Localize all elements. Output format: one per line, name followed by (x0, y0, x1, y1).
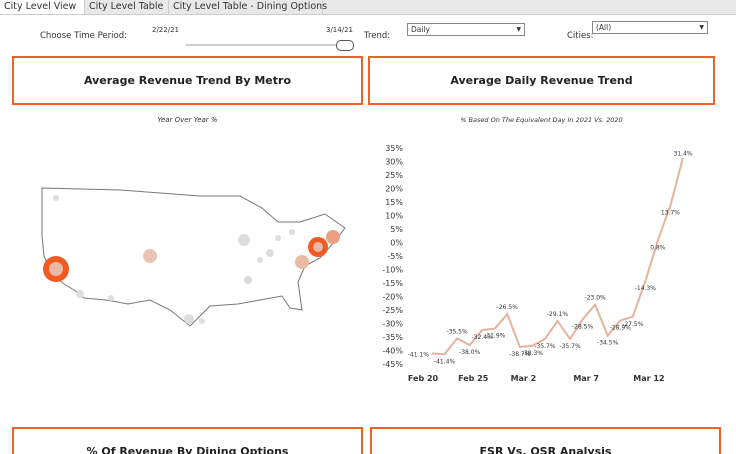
data-label: -38.0% (459, 349, 481, 356)
y-tick-label: -40% (382, 347, 403, 356)
metro-marker (108, 295, 114, 301)
x-tick-label: Mar 7 (573, 374, 599, 383)
panel-title: FSR Vs. QSR Analysis (370, 427, 721, 454)
chart-subtitle: % Based On The Equivalent Day In 2021 Vs… (460, 116, 623, 124)
dropdown-value: Daily (411, 25, 430, 34)
panel-title: Average Revenue Trend By Metro (12, 56, 363, 105)
data-label: -28.5% (572, 323, 594, 330)
y-tick-label: 0% (390, 239, 403, 248)
metro-marker (275, 235, 281, 241)
tab[interactable]: City Level Table - Dining Options (169, 0, 327, 14)
y-tick-label: -25% (382, 306, 403, 315)
y-tick-label: 30% (385, 158, 403, 167)
dropdown[interactable]: (All) ▼ (592, 21, 708, 34)
panel-title: % Of Revenue By Dining Options (12, 427, 363, 454)
data-label: -32.4% (472, 334, 494, 341)
data-label: -35.7% (534, 343, 556, 350)
metro-marker (143, 249, 157, 263)
start-date: 2/22/21 (152, 26, 179, 34)
filter-label: Choose Time Period: (40, 31, 127, 41)
y-tick-label: -35% (382, 333, 403, 342)
data-label: -26.5% (497, 304, 519, 311)
y-tick-label: 5% (390, 225, 403, 234)
tab-bar: City Level View City Level Table City Le… (0, 0, 736, 15)
metro-marker (238, 234, 250, 246)
dropdown-value: (All) (596, 23, 612, 32)
x-tick-label: Feb 20 (408, 374, 439, 383)
panel-title: Average Daily Revenue Trend (368, 56, 715, 105)
y-tick-label: 20% (385, 185, 403, 194)
map (41, 187, 346, 327)
data-label: 13.7% (661, 210, 680, 217)
dropdown[interactable]: Daily ▼ (407, 23, 525, 36)
tab[interactable]: City Level Table (85, 0, 169, 14)
metro-marker (313, 242, 323, 252)
metro-marker (257, 257, 263, 263)
data-label: -28.9% (610, 325, 632, 332)
x-tick-label: Mar 12 (633, 374, 664, 383)
y-tick-label: 15% (385, 198, 403, 207)
y-tick-label: 10% (385, 212, 403, 221)
y-tick-label: -5% (387, 252, 403, 261)
y-tick-label: -20% (382, 293, 403, 302)
data-label: -38.7% (509, 351, 531, 358)
data-label: -31.9% (484, 333, 506, 340)
data-label: -35.5% (446, 328, 468, 335)
metro-marker (76, 290, 84, 298)
us-outline (41, 187, 346, 327)
slider-track[interactable] (186, 44, 350, 46)
data-label: -23.0% (585, 295, 607, 302)
metro-marker (53, 195, 59, 201)
data-label: -41.4% (434, 358, 456, 365)
data-label: -38.3% (522, 350, 544, 357)
y-tick-label: -30% (382, 320, 403, 329)
filter-label: Trend: (364, 31, 391, 41)
metro-marker (244, 276, 252, 284)
metro-marker (199, 318, 205, 324)
metro-marker (184, 314, 194, 324)
line-chart: 35% 30% 25% 20% 15% 10% 5% 0% -5% -10% -15% -20% -25… (382, 144, 693, 383)
metro-marker (289, 229, 295, 235)
panel-subtitle: Year Over Year % (157, 116, 218, 124)
data-label: -29.1% (547, 311, 569, 318)
y-tick-label: 35% (385, 144, 403, 153)
data-label: 0.8% (650, 244, 666, 251)
x-tick-label: Feb 25 (458, 374, 489, 383)
filter-label: Cities: (567, 31, 594, 41)
data-label: -27.5% (622, 321, 644, 328)
metro-marker (295, 255, 309, 269)
metro-marker (326, 230, 340, 244)
end-date: 3/14/21 (326, 26, 353, 34)
y-tick-label: -45% (382, 360, 403, 369)
data-label: -34.5% (597, 340, 619, 347)
slider-handle[interactable] (336, 40, 354, 51)
x-tick-label: Mar 2 (511, 374, 537, 383)
data-label: -14.3% (635, 285, 657, 292)
y-tick-label: -10% (382, 266, 403, 275)
line (431, 157, 684, 356)
data-label: -35.7% (559, 343, 581, 350)
metro-marker (266, 249, 274, 257)
y-tick-label: 25% (385, 171, 403, 180)
tab[interactable]: City Level View (0, 0, 85, 14)
data-label: 31.4% (673, 151, 692, 158)
y-tick-label: -15% (382, 279, 403, 288)
data-label: -41.1% (408, 351, 430, 358)
metro-marker (49, 262, 63, 276)
